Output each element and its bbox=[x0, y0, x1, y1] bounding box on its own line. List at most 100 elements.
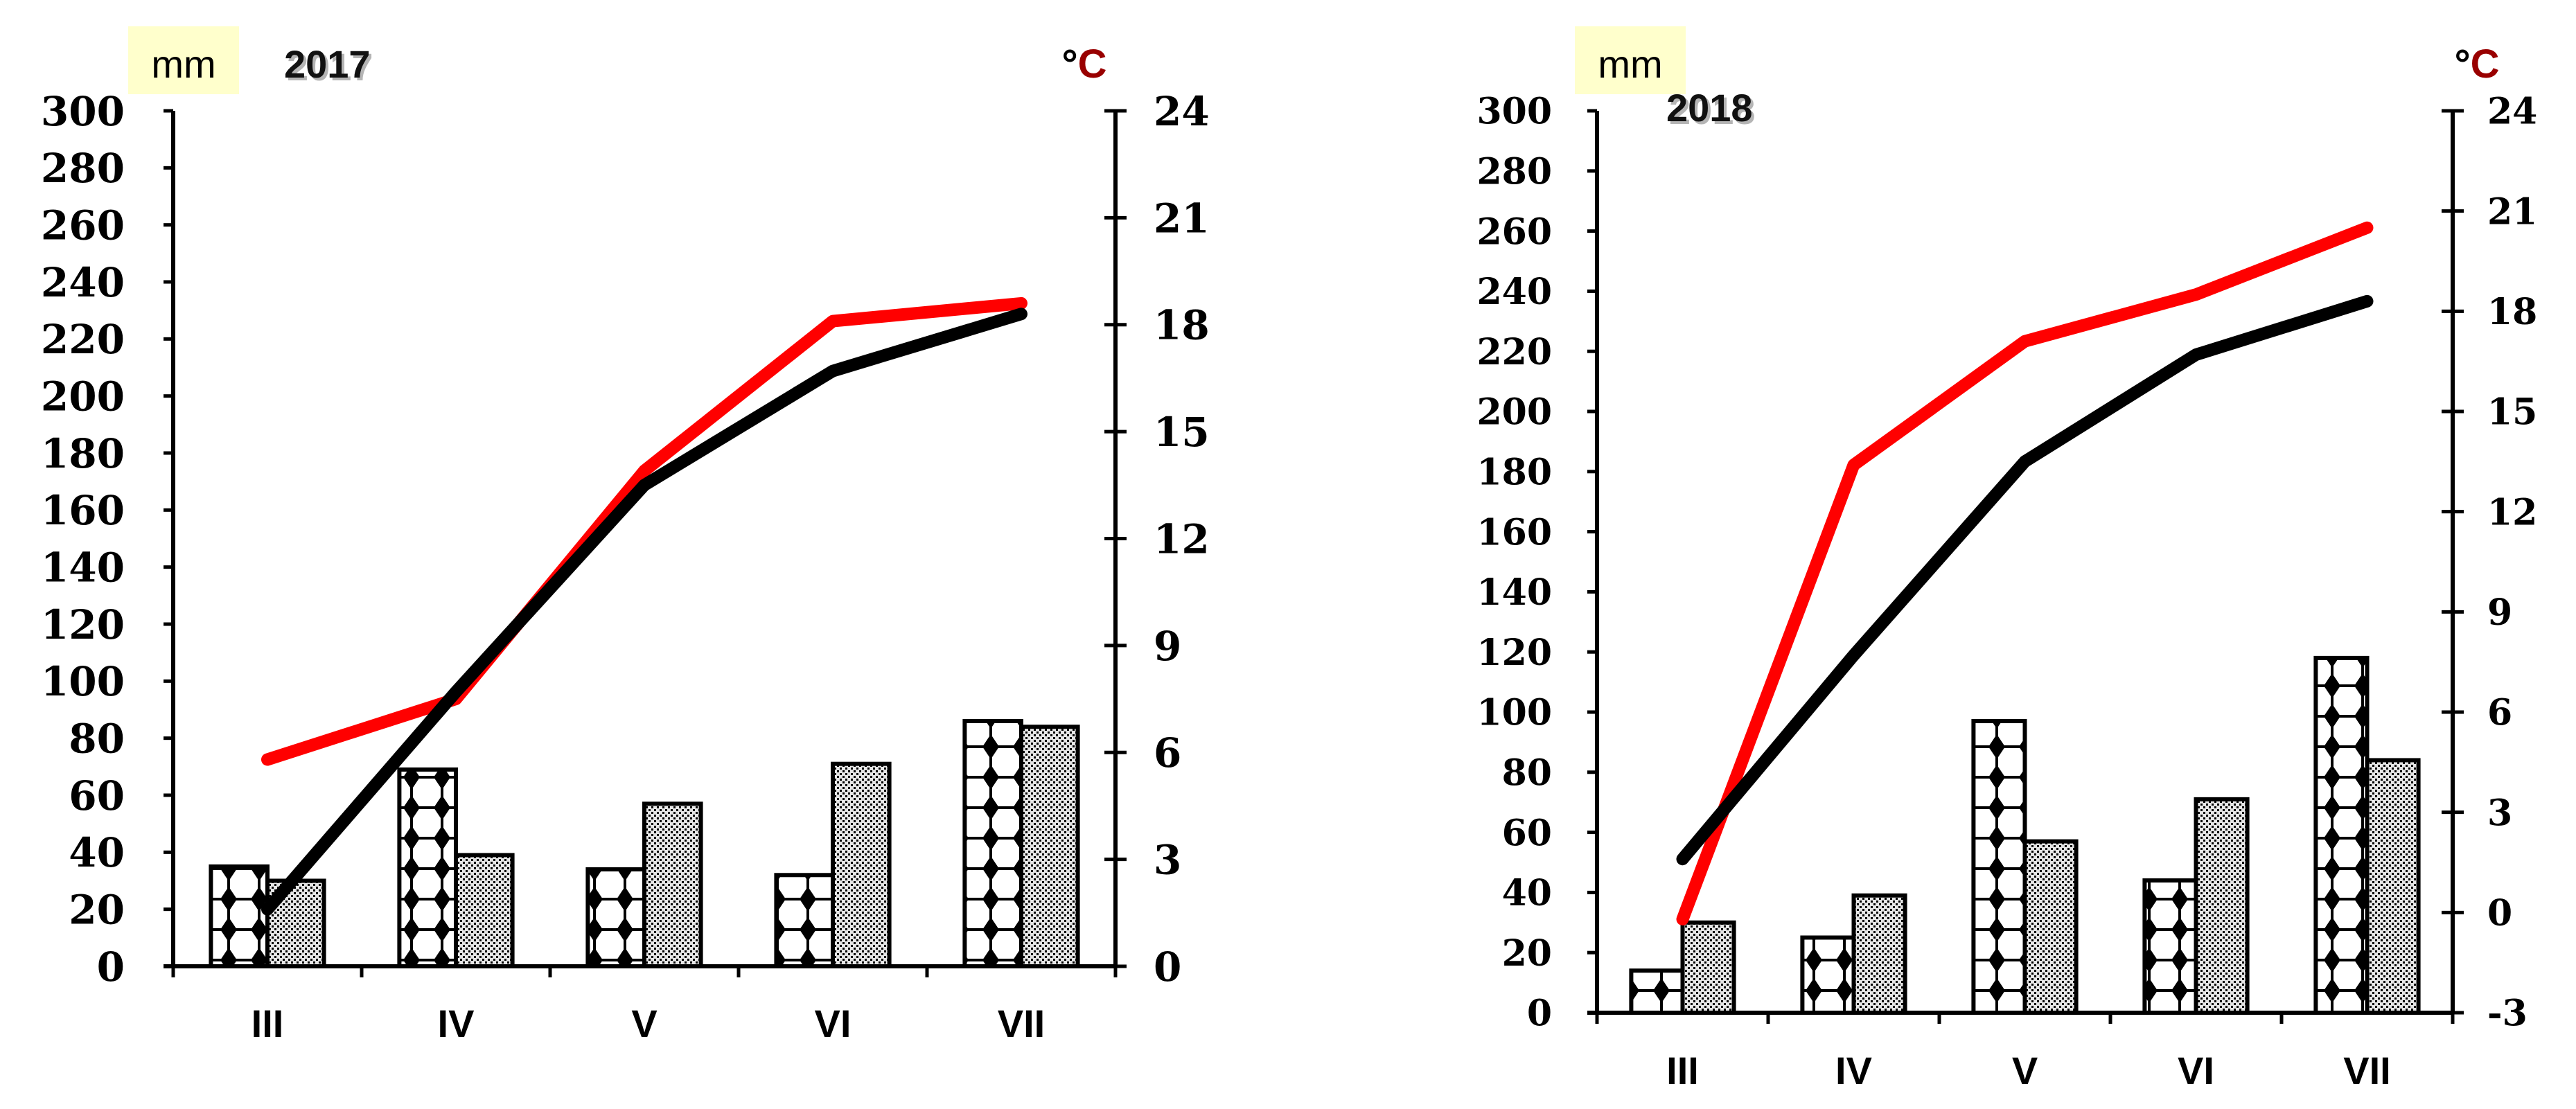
precipitation-bar-v bbox=[1971, 719, 2027, 1015]
left-axis-unit-label: mm bbox=[151, 42, 215, 86]
left-tick-label: 300 bbox=[1476, 91, 1552, 133]
left-tick-label: 260 bbox=[1476, 211, 1552, 253]
chart-title-shadow: 2017 bbox=[287, 45, 373, 89]
celsius-letter: C bbox=[1078, 42, 1107, 87]
left-tick-label: 280 bbox=[41, 145, 125, 192]
left-tick-label: 120 bbox=[41, 601, 125, 648]
left-tick-label: 100 bbox=[1476, 692, 1552, 734]
right-tick-label: 0 bbox=[1154, 943, 1181, 991]
precipitation-bar-iv bbox=[397, 767, 459, 968]
category-label-vi: VI bbox=[2178, 1049, 2214, 1092]
left-tick-label: 60 bbox=[69, 772, 125, 819]
category-label-vii: VII bbox=[2343, 1049, 2390, 1092]
left-tick-label: 100 bbox=[41, 658, 125, 705]
left-tick-label: 220 bbox=[41, 316, 125, 363]
mean-precipitation-bar-v bbox=[2022, 839, 2079, 1015]
left-tick-label: 60 bbox=[1502, 812, 1552, 854]
left-tick-label: 40 bbox=[1502, 872, 1552, 914]
precipitation-bar-iii bbox=[209, 864, 270, 968]
chart-title: 2018 bbox=[1666, 86, 1753, 130]
right-tick-label: 9 bbox=[1154, 623, 1181, 670]
mean-precipitation-bar-vii bbox=[2365, 758, 2421, 1015]
left-tick-label: 180 bbox=[1476, 452, 1552, 494]
left-tick-label: 80 bbox=[1502, 752, 1552, 795]
right-tick-label: 15 bbox=[2487, 391, 2537, 434]
precipitation-bar-v bbox=[585, 867, 647, 968]
temperature-line bbox=[261, 296, 1027, 766]
right-tick-label: 18 bbox=[1154, 302, 1210, 349]
chart-title: 2017 bbox=[284, 42, 371, 86]
left-tick-label: 180 bbox=[41, 430, 125, 477]
left-tick-label: 120 bbox=[1476, 632, 1552, 674]
left-tick-label: 0 bbox=[1527, 993, 1552, 1035]
chart-panel-2018: mm20182018°C3002802602402202001801601401… bbox=[1476, 26, 2537, 1092]
left-tick-label: 80 bbox=[69, 716, 125, 763]
left-axis-unit-label: mm bbox=[1598, 42, 1662, 86]
mean-precipitation-bar-vii bbox=[1019, 725, 1080, 968]
left-tick-label: 200 bbox=[41, 373, 125, 420]
left-tick-label: 220 bbox=[1476, 331, 1552, 373]
right-tick-label: 24 bbox=[2487, 91, 2537, 133]
category-label-iv: IV bbox=[1835, 1049, 1872, 1092]
right-tick-label: 6 bbox=[1154, 729, 1181, 777]
mean-precipitation-bar-iii bbox=[1680, 920, 1736, 1015]
category-label-iii: III bbox=[252, 1002, 284, 1045]
left-tick-label: 40 bbox=[69, 829, 125, 876]
category-label-vii: VII bbox=[998, 1002, 1045, 1045]
mean-precipitation-bar-vi bbox=[831, 761, 892, 968]
category-label-iv: IV bbox=[438, 1002, 475, 1045]
mean-temperature-line bbox=[261, 308, 1027, 916]
category-label-v: V bbox=[2012, 1049, 2038, 1092]
degree-symbol: ° bbox=[1061, 42, 1077, 87]
right-tick-label: 21 bbox=[1154, 195, 1210, 242]
left-tick-label: 200 bbox=[1476, 391, 1552, 434]
right-tick-label: 12 bbox=[2487, 491, 2537, 533]
precipitation-bar-vii bbox=[2313, 655, 2370, 1015]
left-tick-label: 280 bbox=[1476, 151, 1552, 193]
mean-precipitation-bar-iv bbox=[1851, 893, 1907, 1015]
category-label-iii: III bbox=[1666, 1049, 1699, 1092]
right-tick-label: 6 bbox=[2487, 692, 2512, 734]
right-tick-label: 24 bbox=[1154, 88, 1210, 135]
right-tick-label: 12 bbox=[1154, 515, 1210, 562]
left-tick-label: 260 bbox=[41, 202, 125, 249]
left-tick-label: 300 bbox=[41, 88, 125, 135]
precipitation-bar-vi bbox=[2142, 878, 2198, 1015]
left-tick-label: 20 bbox=[69, 887, 125, 934]
degree-symbol: ° bbox=[2454, 42, 2470, 87]
right-tick-label: -3 bbox=[2487, 993, 2528, 1035]
mean-precipitation-bar-vi bbox=[2194, 797, 2250, 1015]
left-tick-label: 140 bbox=[1476, 571, 1552, 614]
right-tick-label: 18 bbox=[2487, 291, 2537, 333]
left-tick-label: 160 bbox=[1476, 511, 1552, 553]
right-tick-label: 15 bbox=[1154, 409, 1210, 456]
precipitation-bar-iv bbox=[1800, 935, 1856, 1015]
celsius-letter: C bbox=[2471, 42, 2500, 87]
right-axis-unit-label: °C bbox=[2454, 42, 2499, 87]
precipitation-bar-vii bbox=[962, 718, 1024, 968]
left-tick-label: 140 bbox=[41, 544, 125, 592]
unit-label-background bbox=[1575, 26, 1686, 94]
left-tick-label: 160 bbox=[41, 487, 125, 534]
precipitation-bar-iii bbox=[1629, 968, 1685, 1015]
mean-temperature-line bbox=[1676, 294, 2374, 866]
left-tick-label: 240 bbox=[41, 259, 125, 306]
right-tick-label: 3 bbox=[1154, 837, 1181, 884]
right-tick-label: 21 bbox=[2487, 190, 2537, 233]
category-label-vi: VI bbox=[815, 1002, 852, 1045]
right-axis-unit-label: °C bbox=[1061, 42, 1106, 87]
right-tick-label: 9 bbox=[2487, 592, 2512, 634]
mean-precipitation-bar-iv bbox=[454, 853, 515, 968]
right-tick-label: 3 bbox=[2487, 792, 2512, 834]
left-tick-label: 240 bbox=[1476, 271, 1552, 313]
right-tick-label: 0 bbox=[2487, 892, 2512, 934]
left-tick-label: 0 bbox=[97, 943, 125, 991]
category-label-v: V bbox=[631, 1002, 657, 1045]
mean-precipitation-bar-v bbox=[642, 801, 703, 968]
unit-label-background bbox=[128, 26, 239, 94]
precipitation-bar-vi bbox=[774, 873, 836, 969]
chart-title-shadow: 2018 bbox=[1669, 89, 1756, 132]
temperature-line bbox=[1676, 221, 2374, 925]
